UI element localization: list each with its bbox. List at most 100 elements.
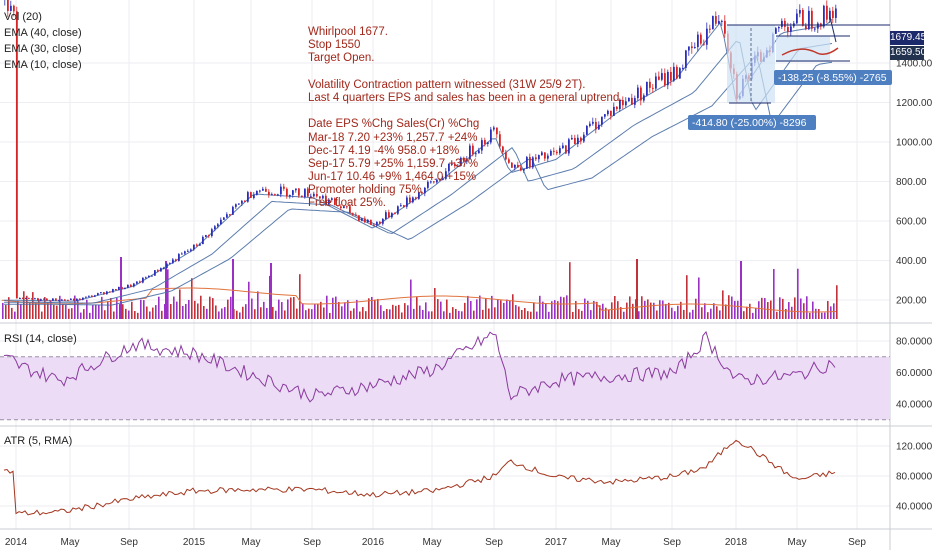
x-tick-label: 2018 bbox=[725, 537, 748, 548]
legend-ema-10: EMA (10, close) bbox=[4, 59, 82, 71]
candle-body bbox=[487, 142, 489, 144]
volume-bar bbox=[257, 291, 259, 319]
candle-body bbox=[130, 284, 132, 287]
candle-body bbox=[484, 140, 486, 144]
volume-bar bbox=[122, 304, 124, 319]
candle-body bbox=[301, 195, 303, 198]
volume-bar bbox=[146, 306, 148, 319]
volume-bar bbox=[224, 307, 226, 319]
volume-bar bbox=[11, 307, 13, 319]
candle-body bbox=[688, 46, 690, 51]
volume-bar bbox=[776, 311, 778, 319]
price-tag-top: 1679.45 bbox=[890, 31, 927, 45]
candle-body bbox=[235, 204, 237, 207]
volume-bar bbox=[623, 311, 625, 319]
candle-body bbox=[607, 110, 609, 115]
candle-body bbox=[835, 8, 837, 18]
volume-bar bbox=[620, 307, 622, 319]
volume-bar bbox=[362, 307, 364, 319]
legend-volume: Vol (20) bbox=[4, 11, 42, 23]
candle-body bbox=[376, 221, 378, 226]
candle-body bbox=[295, 188, 297, 191]
volume-bar bbox=[641, 296, 643, 319]
x-tick-label: May bbox=[61, 537, 80, 548]
candle-body bbox=[787, 26, 789, 32]
volume-bar bbox=[95, 304, 97, 319]
candle-body bbox=[652, 87, 654, 89]
candle-body bbox=[541, 152, 543, 156]
candle-body bbox=[100, 292, 102, 294]
candle-body bbox=[565, 145, 567, 154]
volume-bar bbox=[232, 259, 234, 319]
volume-bar bbox=[270, 263, 272, 319]
note-line: Date EPS %Chg Sales(Cr) %Chg bbox=[308, 118, 480, 131]
volume-bar bbox=[467, 295, 469, 319]
volume-bar bbox=[431, 311, 433, 319]
volume-bar bbox=[284, 310, 286, 319]
candle-body bbox=[121, 286, 123, 290]
volume-bar bbox=[165, 261, 167, 319]
volume-bar bbox=[326, 295, 328, 319]
volume-bar bbox=[491, 295, 493, 319]
candle-body bbox=[343, 206, 345, 209]
candle-body bbox=[562, 145, 564, 149]
volume-bar bbox=[197, 303, 199, 319]
candle-body bbox=[496, 127, 498, 135]
volume-bar bbox=[779, 297, 781, 319]
volume-bar bbox=[746, 306, 748, 319]
candle-body bbox=[88, 295, 90, 297]
rsi-band bbox=[0, 356, 890, 420]
volume-bar bbox=[659, 300, 661, 319]
candle-body bbox=[622, 100, 624, 106]
annotation-note[interactable]: Whirlpool 1677. Stop 1550 Target Open. Vola… bbox=[308, 26, 623, 211]
candle-body bbox=[10, 5, 12, 11]
candle-body bbox=[391, 213, 393, 218]
candle-body bbox=[37, 298, 39, 301]
candle-body bbox=[784, 20, 786, 27]
y-tick-label: 200.00 bbox=[896, 296, 927, 307]
volume-bar bbox=[482, 309, 484, 319]
candle-body bbox=[427, 181, 429, 188]
candle-body bbox=[421, 192, 423, 194]
volume-bar bbox=[782, 298, 784, 319]
candle-body bbox=[646, 81, 648, 96]
candle-body bbox=[505, 152, 507, 160]
candle-body bbox=[589, 123, 591, 127]
candle-body bbox=[706, 28, 708, 45]
volume-bar bbox=[548, 311, 550, 319]
volume-bar bbox=[14, 311, 16, 319]
candle-body bbox=[529, 157, 531, 168]
volume-bar bbox=[92, 305, 94, 319]
volume-bar bbox=[596, 301, 598, 319]
volume-bar bbox=[557, 301, 559, 319]
candle-body bbox=[46, 298, 48, 301]
note-line: Jun-17 10.46 +9% 1,464.0 +15% bbox=[308, 171, 477, 184]
candle-body bbox=[148, 275, 150, 278]
candle-body bbox=[412, 197, 414, 203]
candle-body bbox=[394, 213, 396, 215]
candle-body bbox=[508, 159, 510, 163]
candle-body bbox=[319, 196, 321, 199]
candle-body bbox=[724, 20, 726, 34]
candle-body bbox=[493, 127, 495, 130]
candle-body bbox=[433, 181, 435, 183]
volume-bar bbox=[254, 309, 256, 319]
candle-body bbox=[340, 206, 342, 209]
candle-body bbox=[109, 291, 111, 293]
volume-bar bbox=[671, 307, 673, 319]
candle-body bbox=[22, 297, 24, 299]
candle-body bbox=[151, 275, 153, 277]
candle-body bbox=[40, 299, 42, 301]
volume-bar bbox=[488, 308, 490, 319]
candle-body bbox=[604, 114, 606, 117]
candle-body bbox=[322, 195, 324, 199]
note-line: Stop 1550 bbox=[308, 39, 361, 52]
volume-bar bbox=[266, 308, 268, 319]
y-tick-label: 1000.00 bbox=[896, 138, 932, 149]
volume-bar bbox=[227, 299, 229, 319]
volume-bar bbox=[371, 296, 373, 319]
candle-body bbox=[547, 155, 549, 159]
candle-body bbox=[349, 206, 351, 214]
candle-body bbox=[241, 200, 243, 204]
